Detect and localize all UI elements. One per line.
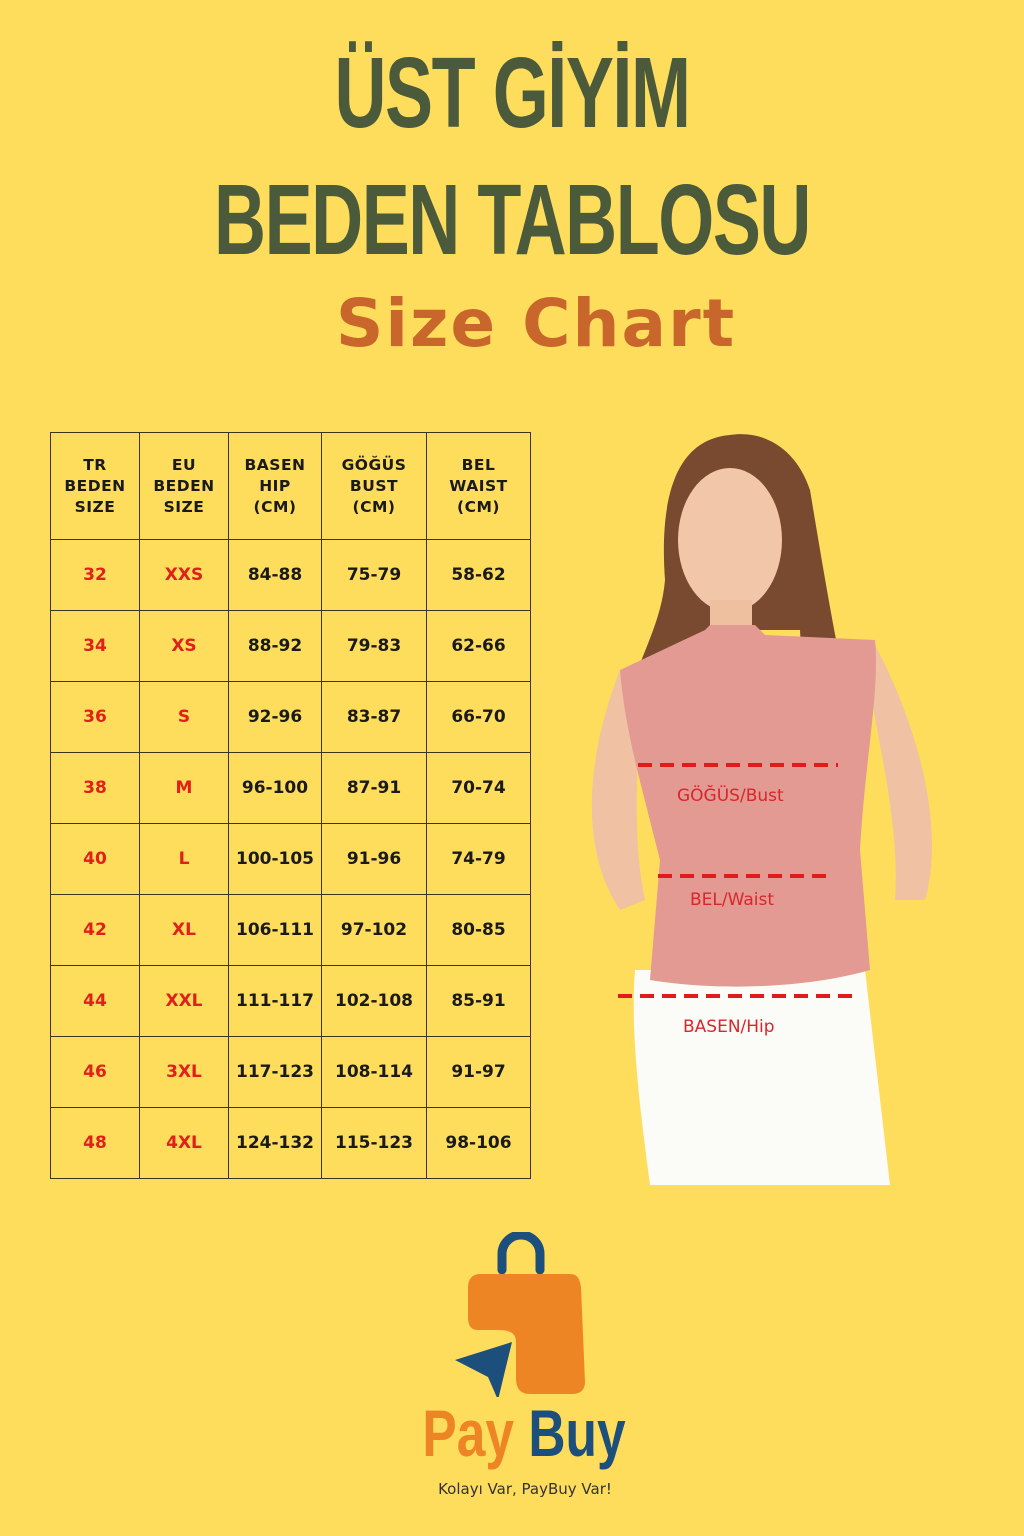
size-table: TR BEDEN SIZE EU BEDEN SIZE BASEN HIP (CM) GÖĞÜS B…: [50, 432, 531, 1179]
table-row: 46 3XL 117-123 108-114 91-97: [50, 1036, 531, 1108]
cell-bust: 102-108: [321, 965, 427, 1037]
header-waist: BEL WAIST (CM): [426, 432, 531, 540]
cell-eu-size: 3XL: [139, 1036, 229, 1108]
waist-label: BEL/Waist: [690, 890, 774, 910]
header-tr-size: TR BEDEN SIZE: [50, 432, 140, 540]
cell-tr-size: 34: [50, 610, 140, 682]
bag-handle: [497, 1232, 545, 1275]
table-row: 32 XXS 84-88 75-79 58-62: [50, 539, 531, 611]
face: [678, 468, 782, 612]
cell-waist: 66-70: [426, 681, 531, 753]
pink-top: [620, 625, 877, 987]
cell-tr-size: 42: [50, 894, 140, 966]
cell-eu-size: XS: [139, 610, 229, 682]
cell-tr-size: 40: [50, 823, 140, 895]
header-eu-size: EU BEDEN SIZE: [139, 432, 229, 540]
cell-tr-size: 32: [50, 539, 140, 611]
table-row: 48 4XL 124-132 115-123 98-106: [50, 1107, 531, 1179]
header-text: (CM): [457, 497, 500, 516]
cursor-arrow: [455, 1342, 512, 1397]
header-text: BASEN: [244, 455, 306, 474]
table-header-row: TR BEDEN SIZE EU BEDEN SIZE BASEN HIP (CM) GÖĞÜS B…: [50, 432, 531, 540]
cell-bust: 108-114: [321, 1036, 427, 1108]
cell-eu-size: XL: [139, 894, 229, 966]
logo-pay: Pay: [422, 1396, 515, 1470]
cell-waist: 58-62: [426, 539, 531, 611]
title-line-2: BEDEN TABLOSU: [214, 164, 811, 276]
bust-label: GÖĞÜS/Bust: [677, 786, 784, 806]
cell-bust: 83-87: [321, 681, 427, 753]
table-row: 44 XXL 111-117 102-108 85-91: [50, 965, 531, 1037]
cell-tr-size: 36: [50, 681, 140, 753]
cell-hip: 111-117: [228, 965, 322, 1037]
cell-hip: 106-111: [228, 894, 322, 966]
white-trousers: [633, 970, 890, 1185]
cell-hip: 84-88: [228, 539, 322, 611]
cell-hip: 96-100: [228, 752, 322, 824]
cell-hip: 117-123: [228, 1036, 322, 1108]
header-text: TR: [83, 455, 107, 474]
title-line-1: ÜST GİYİM: [334, 37, 691, 149]
logo-wordmark: Pay Buy: [115, 1395, 932, 1471]
cell-eu-size: XXS: [139, 539, 229, 611]
cell-hip: 88-92: [228, 610, 322, 682]
cell-eu-size: XXL: [139, 965, 229, 1037]
table-row: 38 M 96-100 87-91 70-74: [50, 752, 531, 824]
header-hip: BASEN HIP (CM): [228, 432, 322, 540]
cell-eu-size: 4XL: [139, 1107, 229, 1179]
cell-waist: 98-106: [426, 1107, 531, 1179]
cell-eu-size: S: [139, 681, 229, 753]
size-chart-subtitle: Size Chart: [335, 285, 737, 362]
cell-waist: 70-74: [426, 752, 531, 824]
table-row: 40 L 100-105 91-96 74-79: [50, 823, 531, 895]
header-text: WAIST: [449, 476, 508, 495]
logo-tagline: Kolayı Var, PayBuy Var!: [438, 1480, 612, 1498]
table-row: 42 XL 106-111 97-102 80-85: [50, 894, 531, 966]
cell-hip: 124-132: [228, 1107, 322, 1179]
cell-bust: 79-83: [321, 610, 427, 682]
cell-waist: 62-66: [426, 610, 531, 682]
cell-bust: 91-96: [321, 823, 427, 895]
header-text: BUST: [349, 476, 399, 495]
cell-tr-size: 48: [50, 1107, 140, 1179]
table-row: 34 XS 88-92 79-83 62-66: [50, 610, 531, 682]
header-bust: GÖĞÜS BUST (CM): [321, 432, 427, 540]
cell-waist: 74-79: [426, 823, 531, 895]
header-text: SIZE: [74, 497, 116, 516]
cell-eu-size: L: [139, 823, 229, 895]
header-text: (CM): [352, 497, 396, 516]
cell-tr-size: 44: [50, 965, 140, 1037]
header-text: SIZE: [163, 497, 205, 516]
header-text: EU: [171, 455, 197, 474]
hip-label: BASEN/Hip: [683, 1017, 775, 1037]
cell-waist: 80-85: [426, 894, 531, 966]
cell-waist: 91-97: [426, 1036, 531, 1108]
header-text: HIP: [259, 476, 291, 495]
cell-eu-size: M: [139, 752, 229, 824]
cell-tr-size: 46: [50, 1036, 140, 1108]
model-illustration: [591, 434, 932, 1185]
table-row: 36 S 92-96 83-87 66-70: [50, 681, 531, 753]
cell-waist: 85-91: [426, 965, 531, 1037]
cell-bust: 75-79: [321, 539, 427, 611]
cell-bust: 97-102: [321, 894, 427, 966]
cell-bust: 87-91: [321, 752, 427, 824]
arms: [591, 645, 932, 910]
header-text: BEDEN: [64, 476, 126, 495]
paybuy-logo-icon: [455, 1232, 585, 1397]
header-text: (CM): [253, 497, 297, 516]
header-text: GÖĞÜS: [341, 455, 407, 474]
header-text: BEL: [461, 455, 496, 474]
cell-hip: 100-105: [228, 823, 322, 895]
header-text: BEDEN: [153, 476, 215, 495]
logo-buy: Buy: [528, 1396, 626, 1470]
cell-bust: 115-123: [321, 1107, 427, 1179]
cell-tr-size: 38: [50, 752, 140, 824]
bag-body: [468, 1274, 585, 1394]
cell-hip: 92-96: [228, 681, 322, 753]
